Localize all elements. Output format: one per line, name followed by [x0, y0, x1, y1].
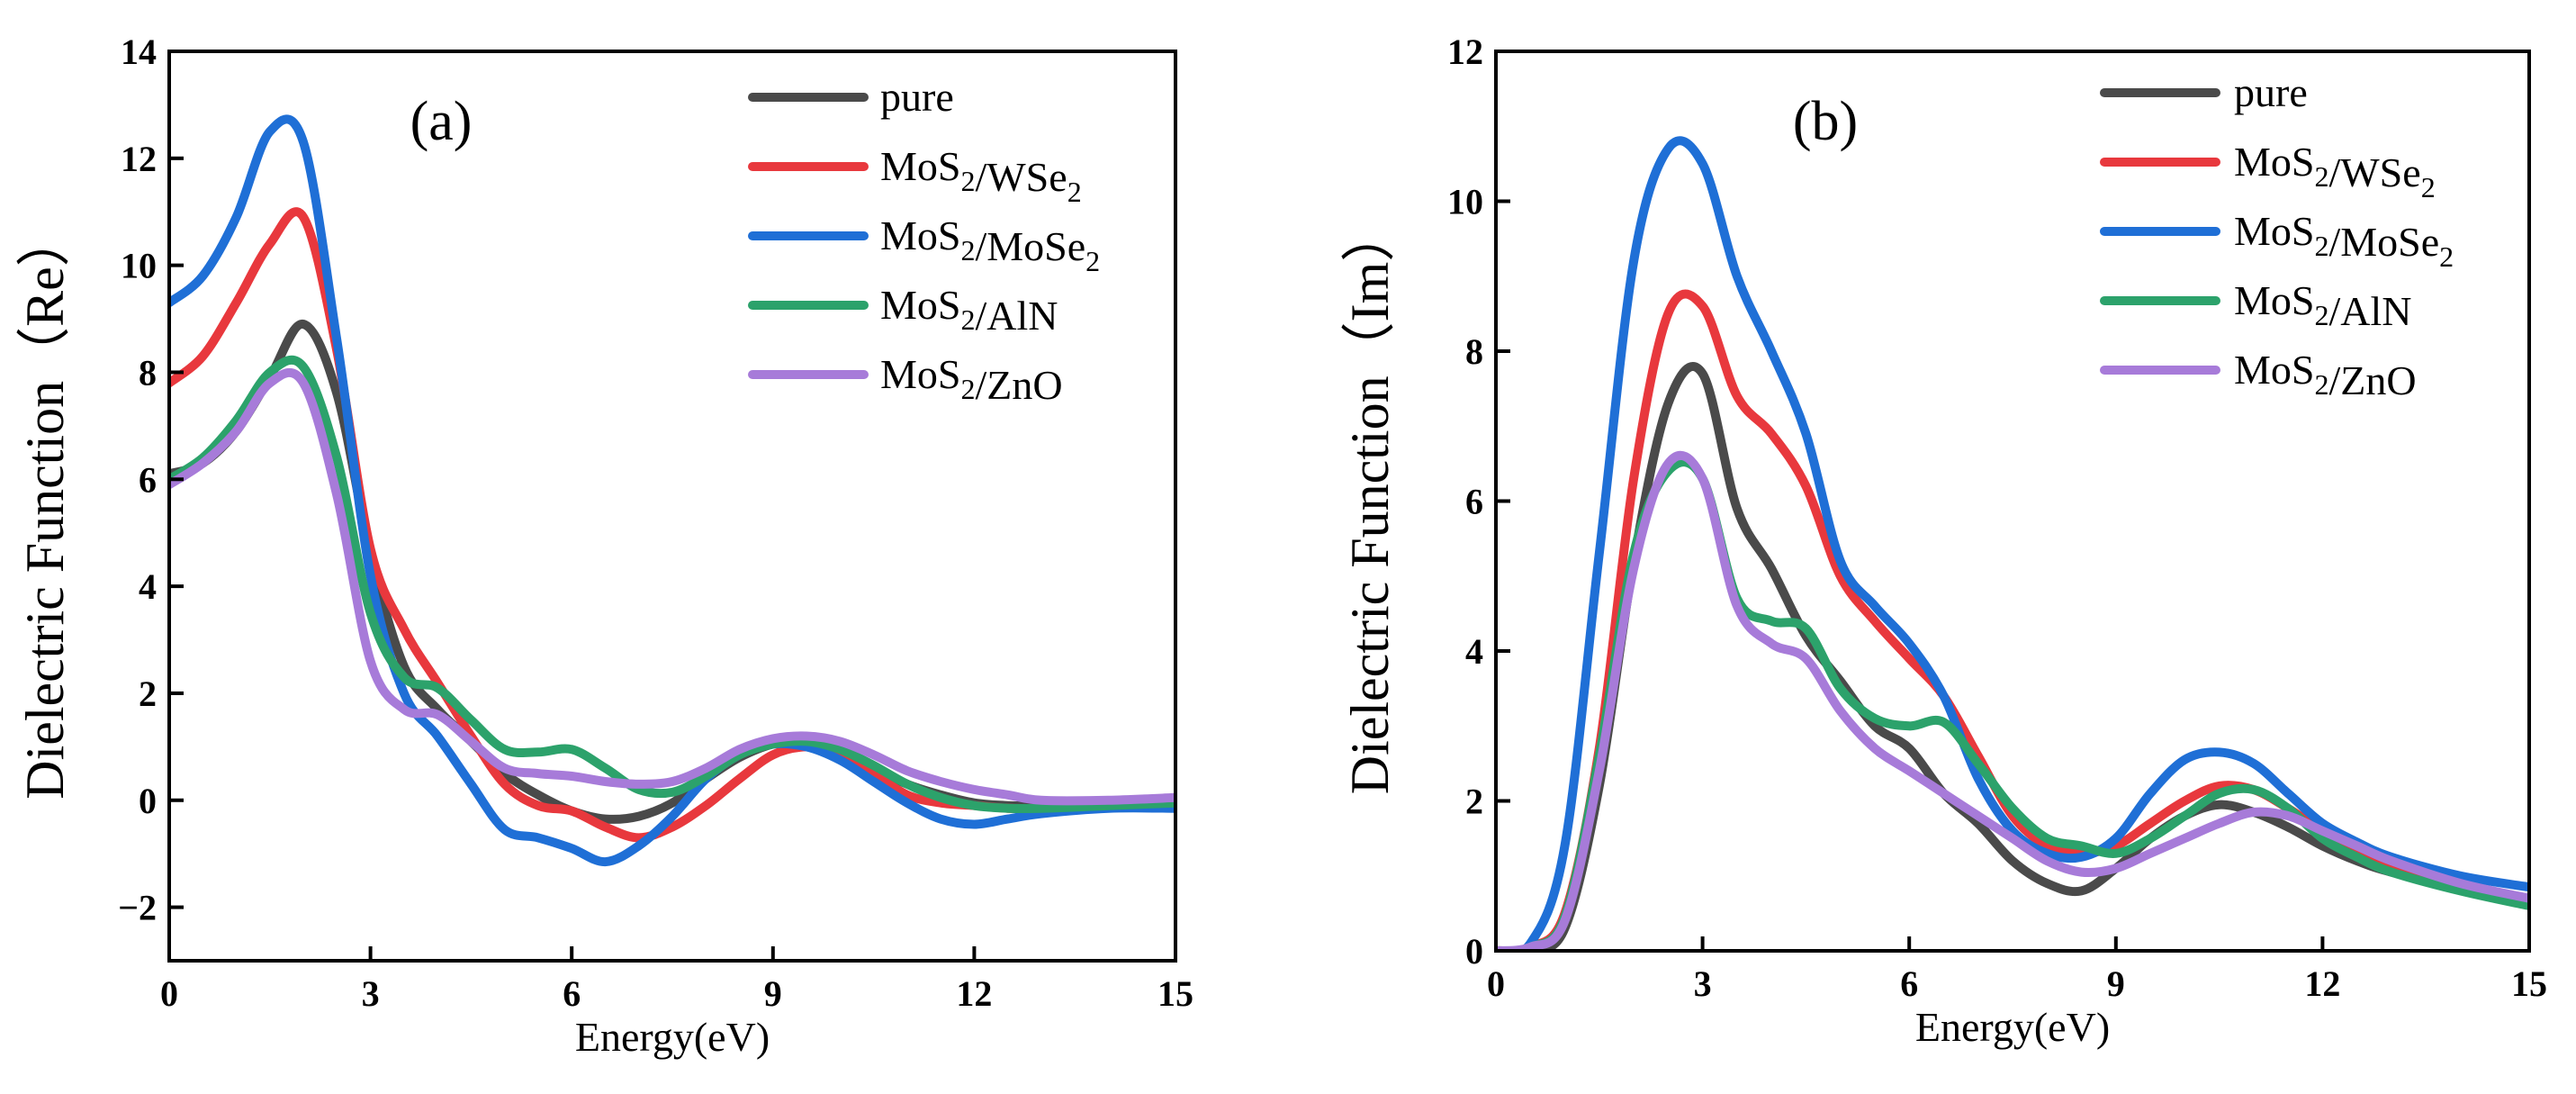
legend-label-part: MoS [880, 212, 960, 258]
y-axis-title: Dielectric Function（Im） [1340, 208, 1400, 795]
y-tick-label: 2 [1465, 782, 1483, 822]
legend-label-part: /AlN [975, 293, 1058, 339]
x-axis-title: Energy(eV) [1915, 1004, 2110, 1050]
y-tick-label: 12 [1447, 32, 1483, 72]
legend-label-subscript: 2 [960, 373, 975, 405]
legend-label-part: pure [2234, 69, 2308, 115]
legend-label-part: /ZnO [975, 362, 1062, 408]
y-tick-label: 4 [1465, 631, 1483, 672]
legend-label-subscript: 2 [960, 303, 975, 336]
x-tick-label: 9 [764, 973, 782, 1014]
legend-label: MoS2/WSe2 [880, 143, 1082, 208]
legend-label-subscript: 2 [2314, 230, 2328, 262]
y-tick-label: 6 [139, 459, 157, 500]
legend-label: pure [2234, 69, 2308, 115]
legend-label: MoS2/WSe2 [2234, 139, 2436, 203]
legend-label-part: MoS [2234, 208, 2314, 254]
legend-label: MoS2/ZnO [880, 351, 1063, 408]
legend-label-subscript: 2 [2314, 368, 2328, 401]
panel-label: (a) [410, 91, 473, 152]
legend-label-subscript: 2 [960, 234, 975, 267]
x-tick-label: 6 [563, 973, 581, 1014]
plot-frame [167, 50, 1177, 963]
series-line-mos2-mose2 [1496, 136, 2529, 951]
legend-label-part: /MoSe [975, 223, 1085, 269]
x-tick-label: 12 [956, 973, 992, 1014]
chart-panel-b: 0 3 6 9 12 15 0 2 4 6 8 10 12 Energy(eV) Dielectric Fu… [1340, 32, 2547, 1050]
legend-label-part: MoS [880, 282, 960, 328]
panel-label: (b) [1793, 91, 1858, 152]
y-tick-label: 8 [139, 352, 157, 393]
legend-label-subscript: 2 [2314, 299, 2328, 331]
x-tick-label: 6 [1900, 963, 1918, 1004]
legend-label: MoS2/ZnO [2234, 347, 2417, 403]
series-line-mos2-aln [1496, 457, 2529, 951]
y-tick-label: 14 [121, 32, 157, 72]
legend-label-part: pure [880, 74, 954, 120]
y-tick-label: 10 [121, 246, 157, 286]
x-tick-label: 3 [362, 973, 380, 1014]
series-line-mos2-zno [169, 367, 1175, 806]
legend-label-part: /MoSe [2328, 219, 2439, 265]
legend-label: MoS2/AlN [880, 282, 1058, 339]
x-tick-label: 9 [2107, 963, 2125, 1004]
legend-label-part: /WSe [975, 154, 1067, 200]
series-lines [169, 114, 1175, 867]
legend-label-part: /WSe [2328, 149, 2420, 195]
legend-label-subscript: 2 [2421, 171, 2436, 203]
x-tick-label: 3 [1694, 963, 1712, 1004]
y-tick-label: 12 [121, 139, 157, 179]
x-axis-title: Energy(eV) [575, 1014, 770, 1060]
y-tick-label: 8 [1465, 331, 1483, 372]
legend-label: MoS2/AlN [2234, 277, 2411, 334]
x-tick-label: 0 [160, 973, 178, 1014]
y-tick-label: 2 [139, 674, 157, 714]
legend-label-part: MoS [880, 351, 960, 397]
x-tick-label: 0 [1487, 963, 1505, 1004]
legend-label: pure [880, 74, 954, 120]
legend-label-part: MoS [2234, 277, 2314, 323]
series-line-mos2-mose2 [169, 114, 1175, 867]
legend-label-subscript: 2 [2314, 160, 2328, 193]
legend-label-part: MoS [880, 143, 960, 189]
x-tick-label: 15 [2511, 963, 2547, 1004]
legend-label-subscript: 2 [1085, 245, 1100, 277]
legend-label-part: /AlN [2328, 288, 2411, 334]
chart-panel-a: 0 3 6 9 12 15 −2 0 2 4 6 8 10 12 14 Energy(eV) Dielectri… [15, 32, 1193, 1060]
x-tick-label: 12 [2304, 963, 2340, 1004]
y-axis-title: Dielectric Function（Re） [15, 212, 75, 800]
series-lines [1496, 136, 2529, 951]
y-tick-label: 0 [1465, 931, 1483, 972]
y-tick-label: 10 [1447, 182, 1483, 222]
series-line-mos2-wse2 [169, 207, 1175, 843]
legend-label-part: MoS [2234, 139, 2314, 185]
series-line-mos2-zno [1496, 450, 2529, 951]
legend-label: MoS2/MoSe2 [880, 212, 1100, 277]
legend-label-subscript: 2 [1067, 176, 1082, 208]
legend-label-part: MoS [2234, 347, 2314, 393]
legend-label-subscript: 2 [960, 165, 975, 197]
legend-label: MoS2/MoSe2 [2234, 208, 2454, 273]
y-tick-label: −2 [118, 888, 157, 928]
y-tick-label: 4 [139, 566, 157, 607]
x-tick-label: 15 [1157, 973, 1193, 1014]
y-tick-label: 6 [1465, 482, 1483, 522]
legend-label-part: /ZnO [2328, 357, 2416, 403]
y-tick-label: 0 [139, 781, 157, 821]
legend-label-subscript: 2 [2439, 240, 2454, 273]
